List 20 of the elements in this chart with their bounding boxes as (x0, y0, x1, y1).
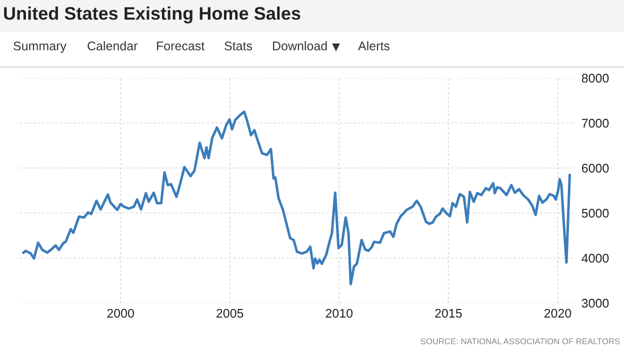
source-note: SOURCE: NATIONAL ASSOCIATION OF REALTORS (420, 338, 620, 344)
line-series (22, 110, 571, 286)
x-tick-label: 2015 (435, 308, 462, 318)
x-tick-label: 2010 (326, 308, 353, 318)
y-tick-label: 8000 (582, 74, 609, 83)
text: Download (273, 41, 327, 50)
x-tick-label: 2005 (216, 308, 244, 318)
text: Alerts (358, 41, 390, 50)
y-tick-label: 6000 (582, 164, 609, 173)
y-tick-label: 4000 (582, 254, 609, 263)
text: Forecast (157, 42, 205, 50)
x-tick-label: 2000 (107, 308, 134, 318)
text: Summary (14, 42, 66, 53)
x-tick-label: 2020 (544, 308, 572, 318)
chart-title: United States Existing Home Sales (4, 6, 300, 24)
text: Calendar (88, 41, 138, 50)
y-tick-label: 5000 (582, 208, 609, 218)
y-tick-label: 7000 (582, 118, 609, 128)
y-tick-label: 3000 (582, 298, 609, 308)
text: Stats (224, 42, 252, 50)
